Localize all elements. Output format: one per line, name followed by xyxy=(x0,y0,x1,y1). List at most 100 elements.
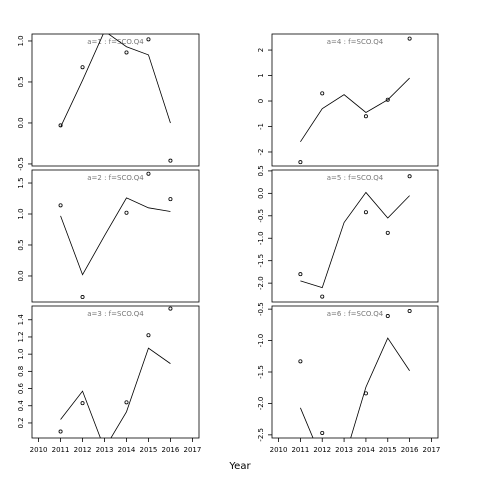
y-tick-label: 0.5 xyxy=(17,239,25,250)
panel-title: a=2 : f=SCO.Q4 xyxy=(87,174,144,182)
x-tick-label: 2014 xyxy=(118,446,136,454)
x-tick-label: 2016 xyxy=(401,446,419,454)
y-tick-label: -2 xyxy=(257,148,265,155)
x-tick-label: 2014 xyxy=(357,446,375,454)
y-tick-label: -2.0 xyxy=(257,276,265,290)
data-point xyxy=(298,359,303,364)
data-point xyxy=(407,309,412,314)
y-tick-label: 0 xyxy=(257,99,265,103)
y-tick-label: -0.5 xyxy=(257,209,265,223)
x-tick-label: 2015 xyxy=(140,446,158,454)
y-tick-label: 1.4 xyxy=(17,314,25,326)
y-tick-label: 0.6 xyxy=(17,382,25,394)
x-tick-label: 2013 xyxy=(96,446,114,454)
plot-area xyxy=(298,309,412,438)
panel-frame xyxy=(271,33,439,167)
x-tick-label: 2017 xyxy=(183,446,201,454)
data-point xyxy=(146,37,151,42)
data-point xyxy=(124,400,129,405)
data-point xyxy=(298,272,303,277)
x-tick-label: 2011 xyxy=(52,446,70,454)
x-tick-label: 2015 xyxy=(379,446,397,454)
panel-title: a=3 : f=SCO.Q4 xyxy=(87,310,144,318)
data-point xyxy=(168,306,173,311)
y-tick-label: -2.0 xyxy=(257,397,265,411)
panel-frame xyxy=(271,169,439,303)
fitted-line xyxy=(60,347,171,438)
panel-title: a=5 : f=SCO.Q4 xyxy=(327,174,384,182)
data-point xyxy=(320,91,325,96)
data-point xyxy=(363,114,368,119)
x-tick-label: 2012 xyxy=(313,446,331,454)
fitted-line xyxy=(60,197,171,276)
data-point xyxy=(385,230,390,235)
plot-area xyxy=(58,306,173,438)
data-point xyxy=(298,160,303,165)
x-axis-title: Year xyxy=(228,461,251,472)
y-tick-label: 2 xyxy=(257,48,265,52)
x-tick-label: 2016 xyxy=(162,446,180,454)
plot-area xyxy=(298,36,412,165)
data-point xyxy=(168,197,173,202)
x-tick-label: 2017 xyxy=(423,446,441,454)
data-point xyxy=(320,294,325,299)
y-tick-label: -2.5 xyxy=(257,428,265,442)
data-point xyxy=(363,210,368,215)
y-tick-label: 0.5 xyxy=(17,76,25,87)
y-tick-label: 1.0 xyxy=(17,208,25,219)
y-tick-label: 0.0 xyxy=(17,270,25,281)
data-point xyxy=(58,429,63,434)
y-tick-label: -0.5 xyxy=(257,302,265,316)
y-tick-label: -1.0 xyxy=(257,334,265,348)
plot-area xyxy=(58,34,173,163)
fitted-line xyxy=(300,337,410,438)
data-point xyxy=(407,36,412,41)
y-tick-label: -1 xyxy=(257,123,265,130)
y-tick-label: 0.2 xyxy=(17,417,25,428)
x-tick-label: 2010 xyxy=(270,446,288,454)
y-tick-label: 1.2 xyxy=(17,331,25,342)
x-tick-label: 2010 xyxy=(30,446,48,454)
data-point xyxy=(320,430,325,435)
y-tick-label: -1.5 xyxy=(257,254,265,268)
fitted-line xyxy=(300,191,410,289)
y-tick-label: -1.5 xyxy=(257,365,265,379)
data-point xyxy=(124,50,129,55)
x-tick-label: 2013 xyxy=(335,446,353,454)
y-tick-label: 1.0 xyxy=(17,35,25,46)
y-tick-label: 1.0 xyxy=(17,349,25,360)
data-point xyxy=(385,97,390,102)
x-tick-label: 2011 xyxy=(291,446,309,454)
fitted-line xyxy=(60,34,171,128)
y-tick-label: 0.8 xyxy=(17,366,25,377)
y-tick-label: 0.4 xyxy=(17,400,25,412)
y-tick-label: 0.0 xyxy=(17,117,25,128)
fitted-line xyxy=(300,77,410,143)
panel-title: a=6 : f=SCO.Q4 xyxy=(327,310,384,318)
data-point xyxy=(80,295,85,300)
data-point xyxy=(146,333,151,338)
panel-title: a=4 : f=SCO.Q4 xyxy=(327,38,384,46)
panel-frame xyxy=(31,169,200,303)
x-tick-label: 2012 xyxy=(74,446,92,454)
panel-title: a=1 : f=SCO.Q4 xyxy=(87,38,144,46)
y-tick-label: 0.0 xyxy=(257,188,265,199)
data-point xyxy=(80,401,85,406)
y-tick-label: -0.5 xyxy=(17,157,25,171)
plot-area xyxy=(58,171,173,300)
data-point xyxy=(385,314,390,319)
y-tick-label: 1.5 xyxy=(17,177,25,188)
plot-area xyxy=(298,174,412,299)
data-point xyxy=(168,158,173,163)
data-point xyxy=(124,210,129,215)
y-tick-label: 0.5 xyxy=(257,165,265,176)
data-point xyxy=(80,65,85,70)
data-point xyxy=(58,203,63,208)
panel-frame xyxy=(271,305,439,439)
panel-frame xyxy=(31,305,200,439)
y-tick-label: -1.0 xyxy=(257,231,265,245)
panel-frame xyxy=(31,33,200,167)
y-tick-label: 1 xyxy=(257,73,265,77)
